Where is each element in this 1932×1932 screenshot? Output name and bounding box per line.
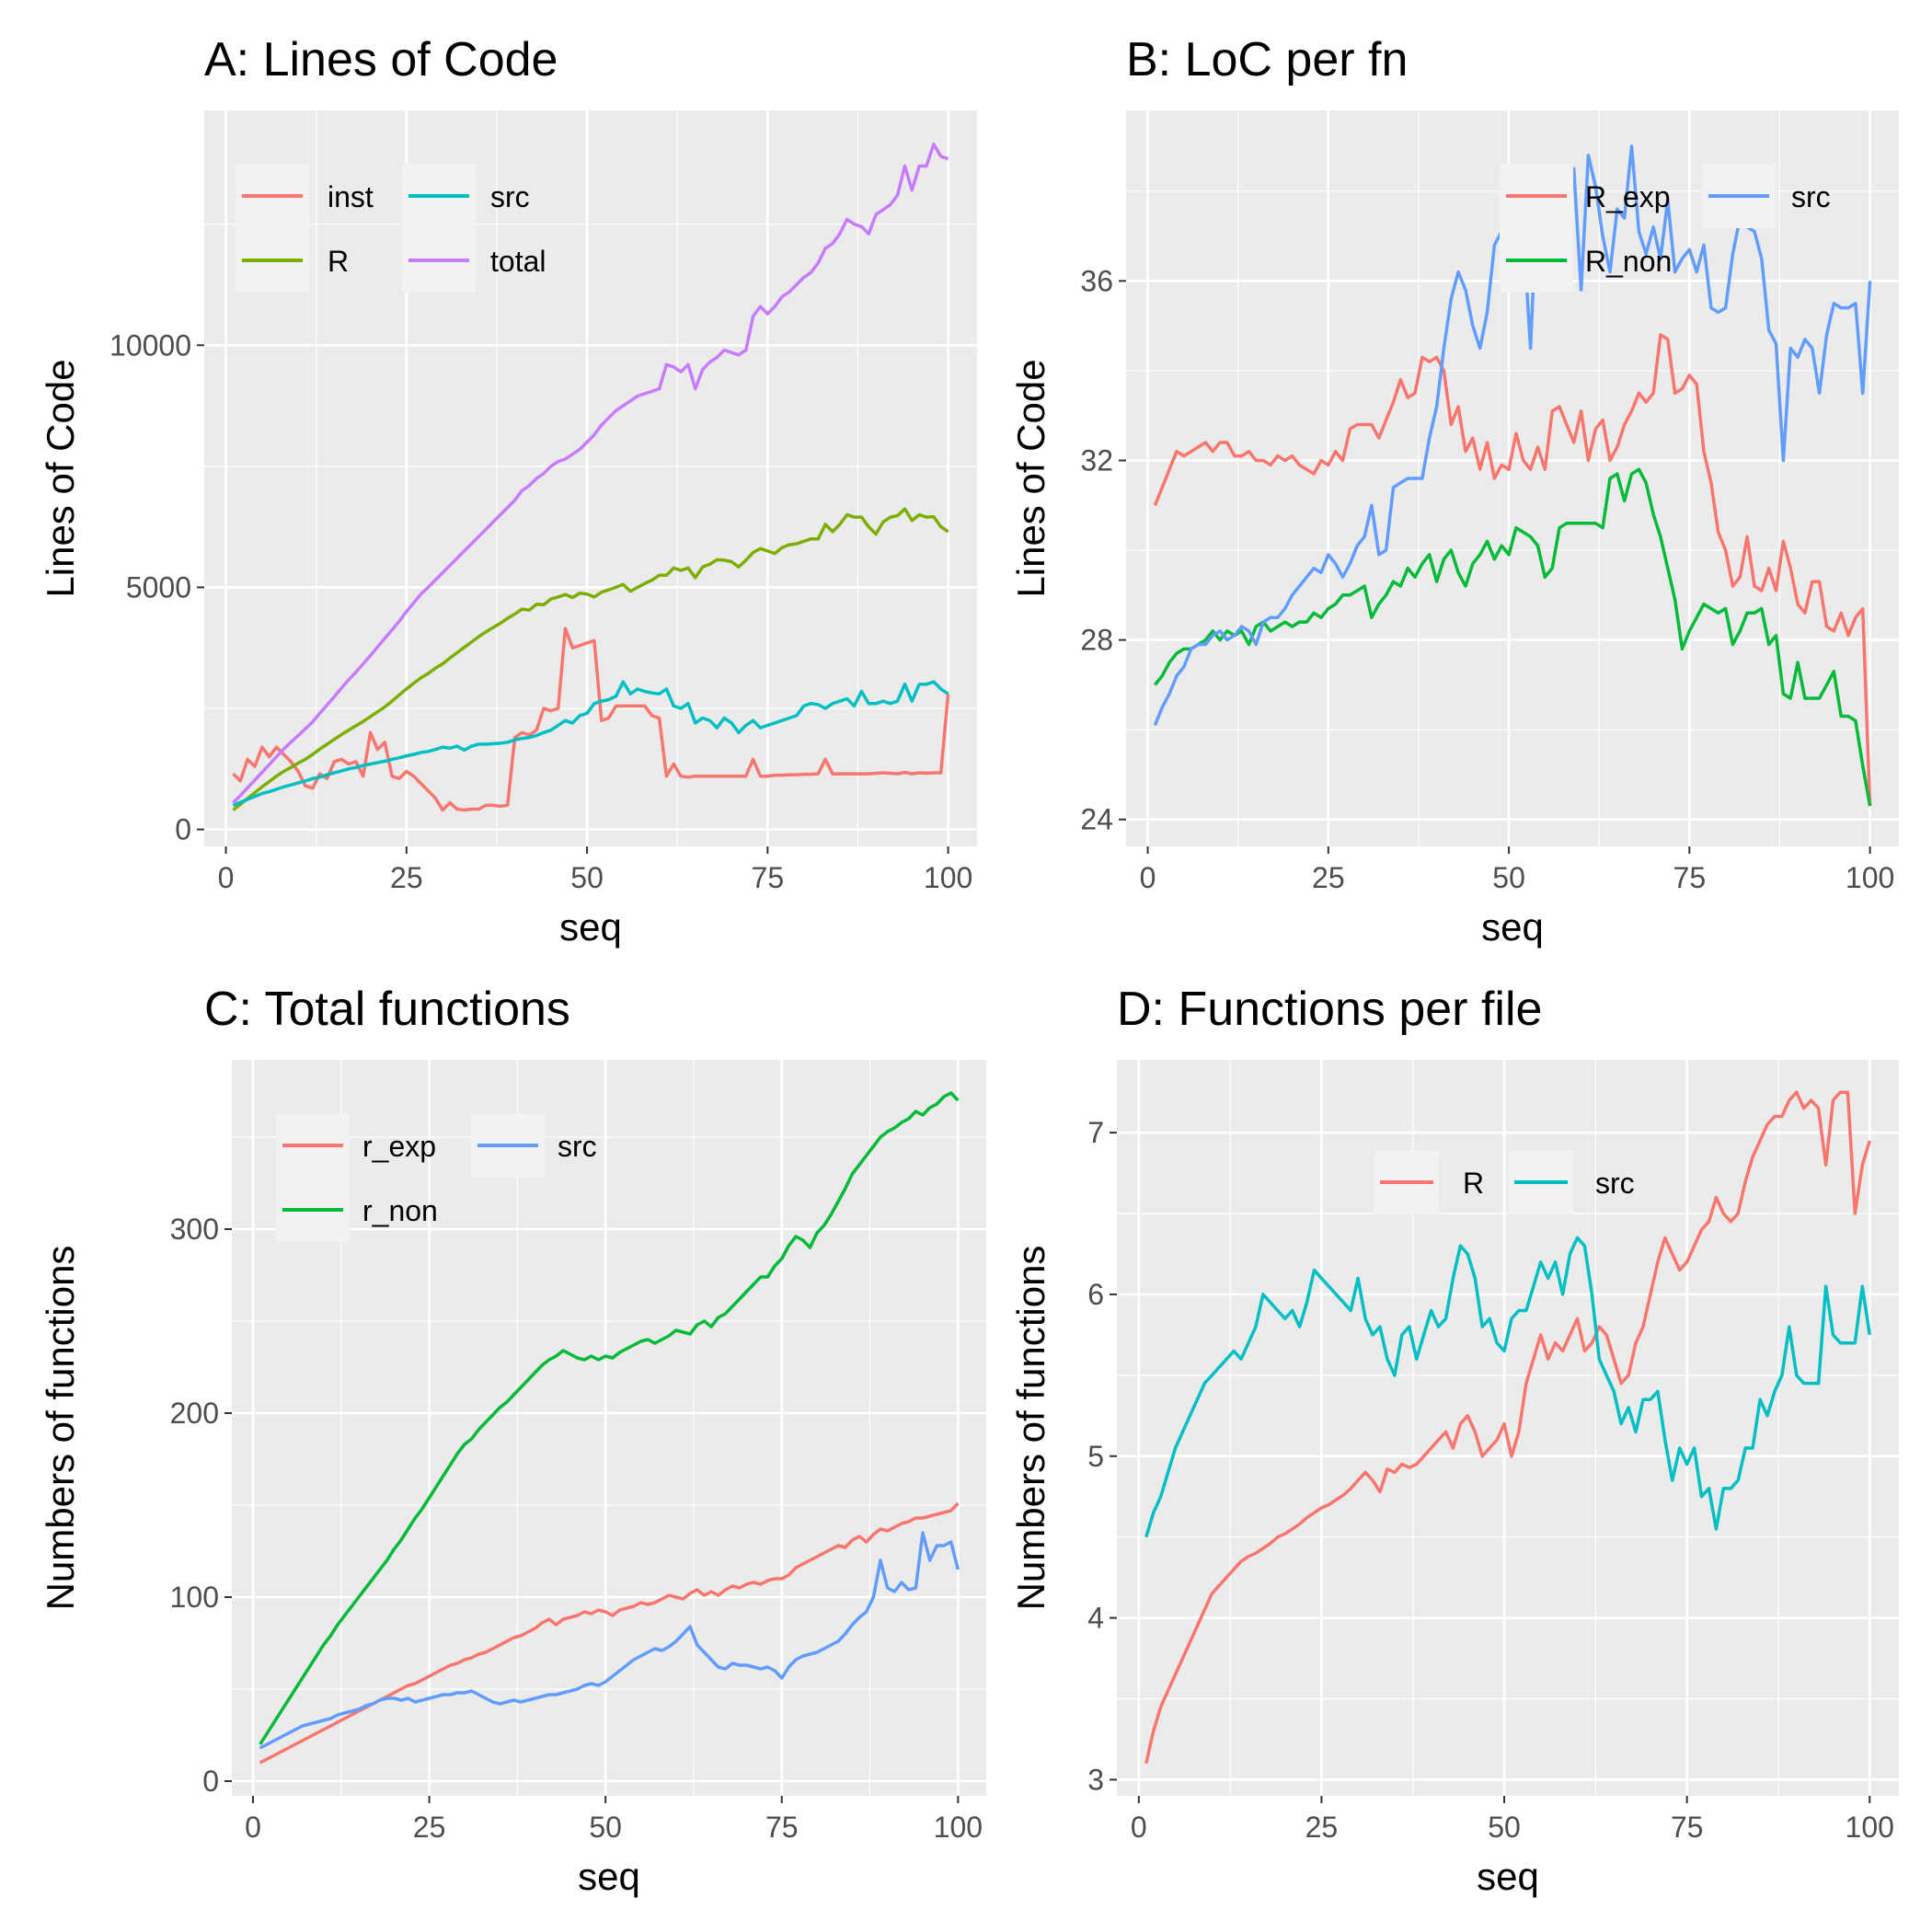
axis-ticks: 0 25 50 75 100 3 4 5 6 7 [1087, 1116, 1894, 1844]
y-tick-label: 0 [175, 813, 191, 846]
series-lines [232, 143, 950, 812]
y-tick-label: 0 [202, 1765, 219, 1798]
y-axis-title: Numbers of functions [39, 1246, 82, 1611]
x-tick-label: 100 [934, 1811, 983, 1844]
y-tick-label: 4 [1087, 1602, 1104, 1635]
x-tick-label: 25 [390, 861, 423, 894]
y-tick-label: 5 [1087, 1440, 1104, 1473]
legend-label: r_exp [362, 1130, 436, 1163]
series-line-r [232, 507, 949, 811]
series-line-r-non [1154, 467, 1872, 807]
axis-ticks: 0 25 50 75 100 24 28 32 36 [1080, 264, 1894, 894]
panel-title: C: Total functions [204, 983, 570, 1036]
series-line-src [232, 680, 949, 807]
legend-label: inst [328, 180, 374, 213]
legend: R src [1374, 1150, 1635, 1214]
legend-label: R [1463, 1167, 1484, 1200]
x-tick-label: 0 [218, 861, 235, 894]
legend-label: src [1595, 1167, 1635, 1200]
series-line-r-exp [1153, 333, 1872, 807]
x-tick-label: 0 [1140, 861, 1156, 894]
x-axis-title: seq [1477, 1855, 1539, 1898]
legend-label: src [490, 180, 530, 213]
x-tick-label: 25 [1305, 1811, 1339, 1844]
x-tick-label: 25 [413, 1811, 446, 1844]
y-axis-title: Lines of Code [39, 359, 82, 597]
x-tick-label: 100 [1846, 1811, 1894, 1844]
gridlines [204, 110, 977, 846]
legend-label: R_non [1585, 245, 1672, 278]
x-axis-title: seq [578, 1855, 640, 1898]
series-line-src [1144, 1236, 1871, 1538]
x-tick-label: 0 [1131, 1811, 1147, 1844]
y-tick-label: 3 [1087, 1763, 1104, 1796]
x-tick-label: 50 [570, 861, 604, 894]
x-tick-label: 50 [1492, 861, 1525, 894]
y-tick-label: 28 [1080, 624, 1113, 657]
y-tick-label: 36 [1080, 264, 1113, 297]
axis-ticks: 0 25 50 75 100 0 5000 10000 [109, 328, 972, 894]
x-axis-title: seq [559, 905, 622, 949]
legend-label: r_non [362, 1194, 438, 1227]
legend: R_exp R_non src [1500, 164, 1831, 293]
series-line-r [1144, 1090, 1871, 1765]
y-tick-label: 10000 [109, 328, 191, 362]
y-tick-label: 100 [170, 1581, 219, 1614]
chart-panel-a: A: Lines of Code 0 25 50 75 100 0 5000 10000 se… [39, 33, 977, 949]
legend-label: R [328, 245, 349, 278]
plot-panel [1117, 1060, 1899, 1796]
x-tick-label: 100 [924, 861, 972, 894]
y-tick-label: 200 [170, 1397, 219, 1430]
legend-label: src [558, 1130, 597, 1163]
y-axis-title: Lines of Code [1009, 359, 1052, 597]
plot-panel [204, 110, 977, 846]
legend: inst R src total [236, 164, 546, 293]
plot-panel [232, 1060, 986, 1796]
series-lines [1144, 1090, 1871, 1765]
y-tick-label: 32 [1080, 443, 1113, 477]
x-tick-label: 75 [1671, 1811, 1704, 1844]
x-tick-label: 50 [1488, 1811, 1521, 1844]
y-tick-label: 5000 [126, 570, 191, 604]
panel-title: B: LoC per fn [1126, 33, 1408, 86]
legend-label: R_exp [1585, 180, 1671, 213]
x-axis-title: seq [1481, 905, 1544, 949]
series-lines [259, 1091, 960, 1765]
legend-label: src [1791, 180, 1831, 213]
panel-title: D: Functions per file [1117, 983, 1542, 1036]
x-tick-label: 75 [1673, 861, 1707, 894]
legend: r_exp r_non src [276, 1113, 597, 1242]
axis-ticks: 0 25 50 75 100 0 100 200 300 [170, 1213, 983, 1844]
x-tick-label: 75 [752, 861, 785, 894]
y-tick-label: 6 [1087, 1278, 1104, 1311]
chart-panel-d: D: Functions per file 0 25 50 75 100 3 4 5 6 7 se… [1009, 983, 1899, 1898]
y-tick-label: 7 [1087, 1116, 1104, 1149]
panel-title: A: Lines of Code [204, 33, 558, 86]
chart-panel-b: B: LoC per fn 0 25 50 75 100 24 28 32 36 seq Lin… [1009, 33, 1899, 949]
series-line-inst [232, 627, 950, 812]
chart-panel-c: C: Total functions 0 25 50 75 1000100200300 … [39, 983, 986, 1898]
y-tick-label: 300 [170, 1213, 219, 1246]
legend-label: total [490, 245, 546, 278]
y-tick-label: 24 [1080, 803, 1113, 836]
x-tick-label: 100 [1846, 861, 1894, 894]
x-tick-label: 0 [245, 1811, 261, 1844]
series-line-total [232, 143, 949, 804]
y-axis-title: Numbers of functions [1009, 1246, 1052, 1611]
series-line-r-non [259, 1091, 960, 1745]
series-line-src [259, 1531, 960, 1750]
x-tick-label: 50 [589, 1811, 622, 1844]
gridlines [1117, 1060, 1899, 1796]
x-tick-label: 25 [1312, 861, 1345, 894]
x-tick-label: 75 [765, 1811, 799, 1844]
